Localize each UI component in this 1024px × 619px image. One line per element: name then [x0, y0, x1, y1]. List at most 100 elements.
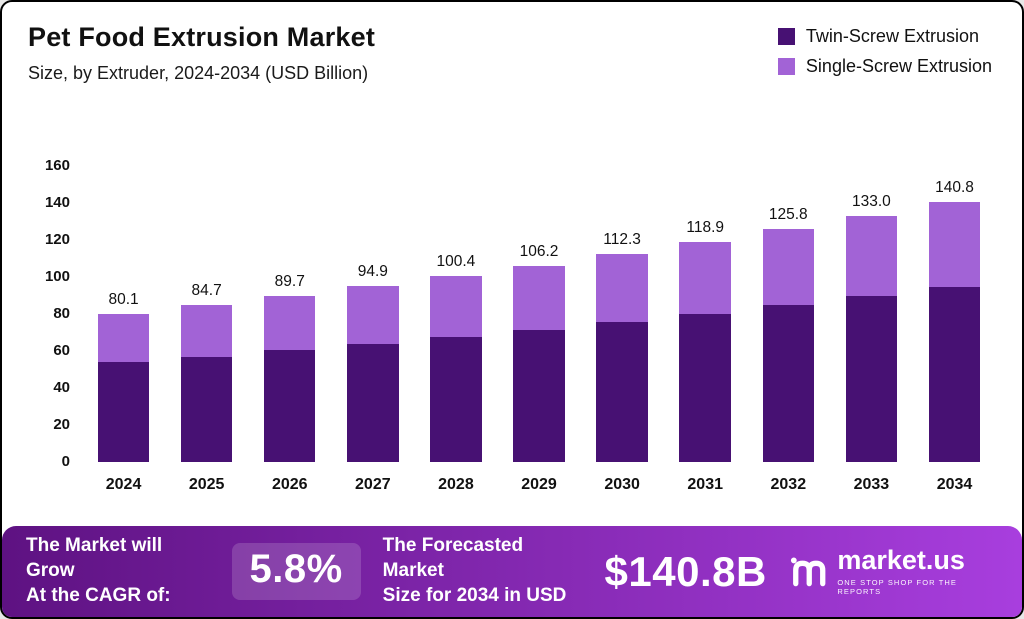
- segment-twin-screw: [180, 356, 233, 462]
- bar-column-2033: 133.0: [830, 166, 913, 462]
- segment-single-screw: [430, 276, 482, 337]
- segment-twin-screw: [513, 329, 565, 462]
- x-axis: 2024 2025 2026 2027 2028 2029 2030 2031 2032 2033…: [82, 476, 996, 494]
- y-tick-label: 100: [44, 268, 70, 285]
- x-tick-label: 2030: [604, 476, 640, 493]
- plot-area: 80.1 84.7 89.7 94.9 100.4 106.2 112.3 118.9 125.…: [82, 166, 996, 494]
- forecast-caption-line2: Size for 2034 in USD: [382, 584, 567, 606]
- y-tick-label: 20: [53, 416, 70, 433]
- chart-subtitle: Size, by Extruder, 2024-2034 (USD Billio…: [28, 63, 369, 83]
- page-title: Pet Food Extrusion Market: [28, 22, 376, 52]
- bar-column-2024: 80.1: [82, 166, 165, 462]
- x-tick-label: 2029: [521, 476, 557, 493]
- y-tick-label: 0: [61, 453, 70, 470]
- segment-single-screw: [928, 201, 981, 287]
- legend-item-1: Single-Screw Extrusion: [777, 56, 992, 77]
- bar-stack: [97, 313, 150, 462]
- legend-swatch: [777, 58, 795, 75]
- cagr-caption-line1: The Market will Grow: [26, 535, 163, 582]
- brand-tagline: ONE STOP SHOP FOR THE REPORTS: [837, 578, 958, 596]
- y-tick-label: 40: [53, 379, 70, 396]
- bar-total-label: 80.1: [108, 290, 139, 308]
- bar-total-label: 125.8: [768, 206, 808, 224]
- chart-header: Pet Food Extrusion Market Size, by Extru…: [28, 22, 996, 84]
- bar-column-2031: 118.9: [664, 166, 747, 462]
- marketus-logo-icon: [790, 557, 826, 586]
- bar-total-label: 118.9: [686, 219, 725, 237]
- legend: Twin-Screw Extrusion Single-Screw Extrusi…: [777, 26, 992, 77]
- segment-single-screw: [762, 229, 815, 306]
- footer-banner: The Market will Grow At the CAGR of: 5.8…: [2, 526, 1022, 617]
- x-tick-label: 2026: [271, 476, 308, 493]
- bar-total-label: 106.2: [519, 242, 559, 260]
- brand-text: market.us ONE STOP SHOP FOR THE REPORTS: [837, 545, 998, 597]
- legend-item-0: Twin-Screw Extrusion: [777, 26, 992, 47]
- x-tick-label: 2032: [770, 476, 807, 493]
- legend-swatch: [777, 28, 795, 45]
- bar-chart: 0 20 40 60 80 100 120 140 160 80.1 84.7 89.7 94.9 10…: [28, 157, 996, 494]
- bar-column-2034: 140.8: [913, 166, 996, 462]
- bar-column-2026: 89.7: [248, 166, 331, 462]
- segment-twin-screw: [762, 305, 815, 462]
- bar-stack: [513, 265, 565, 462]
- segment-twin-screw: [596, 322, 648, 462]
- bar-stack: [928, 201, 981, 462]
- brand-lockup: market.us ONE STOP SHOP FOR THE REPORTS: [789, 547, 998, 596]
- segment-twin-screw: [263, 350, 316, 462]
- x-tick-label: 2025: [188, 476, 225, 493]
- bar-column-2032: 125.8: [747, 166, 830, 462]
- bar-total-label: 112.3: [603, 231, 641, 249]
- y-tick-label: 160: [44, 157, 70, 174]
- legend-label: Single-Screw Extrusion: [805, 56, 992, 76]
- y-tick-label: 60: [53, 342, 70, 359]
- bar-stack: [596, 254, 648, 462]
- segment-single-screw: [180, 305, 233, 357]
- bar-stack: [263, 296, 316, 462]
- bar-total-label: 100.4: [436, 253, 476, 271]
- bar-column-2028: 100.4: [414, 166, 497, 462]
- y-tick-label: 140: [44, 194, 70, 211]
- segment-twin-screw: [679, 314, 731, 462]
- bar-stack: [347, 286, 399, 462]
- legend-label: Twin-Screw Extrusion: [805, 26, 979, 46]
- bar-total-label: 140.8: [935, 178, 974, 196]
- segment-twin-screw: [97, 362, 150, 462]
- bar-stack: [762, 229, 815, 462]
- forecast-caption: The Forecasted Market Size for 2034 in U…: [383, 534, 583, 608]
- title-block: Pet Food Extrusion Market Size, by Extru…: [28, 22, 375, 84]
- segment-twin-screw: [347, 343, 399, 462]
- bars: 80.1 84.7 89.7 94.9 100.4 106.2 112.3 118.9 125.…: [82, 166, 996, 462]
- bar-column-2029: 106.2: [497, 166, 580, 462]
- bar-total-label: 89.7: [274, 273, 305, 291]
- x-tick-label: 2024: [105, 476, 142, 493]
- bar-column-2027: 94.9: [331, 166, 414, 462]
- cagr-caption: The Market will Grow At the CAGR of:: [26, 534, 210, 608]
- bar-total-label: 94.9: [357, 263, 388, 281]
- x-tick-label: 2028: [438, 476, 474, 493]
- y-axis: 0 20 40 60 80 100 120 140 160: [28, 157, 82, 470]
- bar-stack: [845, 215, 898, 462]
- segment-single-screw: [513, 265, 565, 330]
- cagr-value: 5.8%: [231, 543, 361, 600]
- x-tick-label: 2033: [853, 476, 890, 493]
- segment-twin-screw: [845, 296, 898, 462]
- bar-column-2025: 84.7: [165, 166, 248, 462]
- x-tick-label: 2034: [936, 476, 973, 493]
- cagr-caption-line2: At the CAGR of:: [26, 584, 171, 606]
- bar-stack: [679, 242, 731, 462]
- y-tick-label: 120: [44, 231, 70, 248]
- brand-name: market.us: [837, 545, 965, 575]
- segment-single-screw: [97, 313, 150, 363]
- bar-total-label: 84.7: [191, 282, 222, 300]
- x-tick-label: 2027: [355, 476, 391, 493]
- forecast-value: $140.8B: [604, 547, 767, 595]
- y-tick-label: 80: [53, 305, 70, 322]
- bar-stack: [430, 276, 482, 462]
- segment-twin-screw: [928, 286, 981, 462]
- segment-twin-screw: [430, 336, 482, 462]
- segment-single-screw: [679, 242, 731, 314]
- bar-stack: [180, 305, 233, 462]
- bar-total-label: 133.0: [851, 192, 891, 210]
- forecast-caption-line1: The Forecasted Market: [382, 535, 524, 582]
